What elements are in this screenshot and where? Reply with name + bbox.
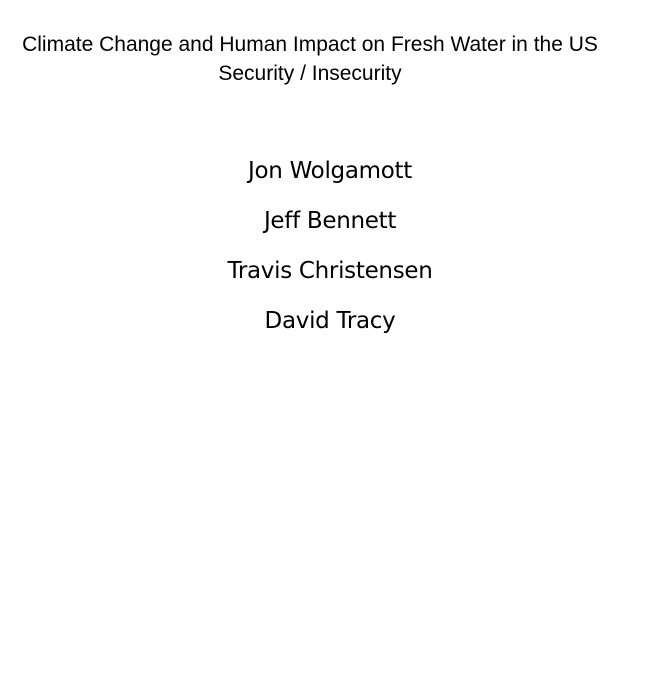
author-name: Jeff Bennett — [263, 208, 397, 234]
author-name: Travis Christensen — [227, 258, 433, 284]
author-name: Jon Wolgamott — [248, 158, 412, 184]
author-name: David Tracy — [264, 308, 396, 334]
author-list: Jon Wolgamott Jeff Bennett Travis Christ… — [0, 153, 660, 353]
document-title: Climate Change and Human Impact on Fresh… — [0, 30, 620, 88]
title-line-1: Climate Change and Human Impact on Fresh… — [22, 33, 598, 56]
title-line-2: Security / Insecurity — [218, 62, 402, 85]
